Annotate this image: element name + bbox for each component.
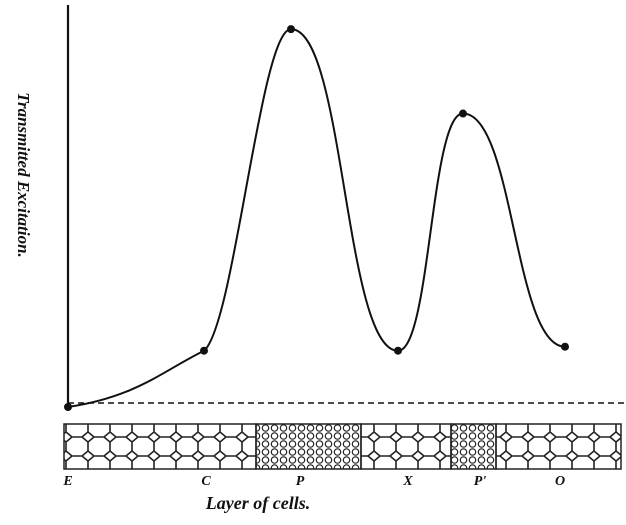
point xyxy=(394,346,402,355)
x-tick-label: C xyxy=(201,474,211,489)
point xyxy=(287,25,295,34)
curve xyxy=(67,28,566,408)
y-axis-label: Transmitted Excitation. xyxy=(14,92,33,258)
point xyxy=(200,346,208,355)
x-tick-label: E xyxy=(62,474,72,489)
cell-strip xyxy=(63,423,622,470)
x-tick-label: P xyxy=(296,474,305,489)
x-axis-label: Layer of cells. xyxy=(205,493,310,513)
point xyxy=(561,342,569,351)
x-tick-label: X xyxy=(402,474,413,489)
x-tick-label: P' xyxy=(474,474,487,489)
point xyxy=(64,403,72,411)
point xyxy=(459,109,467,118)
x-tick-label: O xyxy=(555,474,565,489)
